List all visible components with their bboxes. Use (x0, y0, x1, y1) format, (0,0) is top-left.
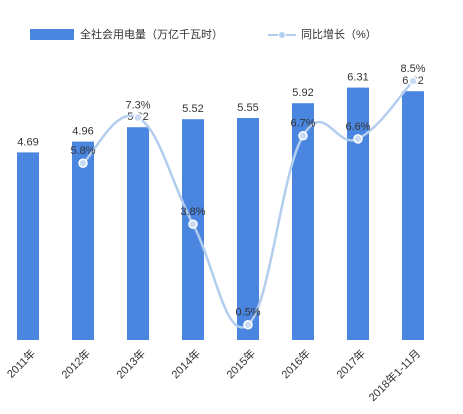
x-tick-label: 2014年 (168, 346, 203, 381)
x-tick-label: 2018年1-11月 (365, 346, 423, 404)
bar (402, 91, 424, 340)
x-tick-label: 2013年 (113, 346, 148, 381)
bar (237, 118, 259, 340)
bar-value-label: 5.92 (292, 87, 313, 99)
growth-marker (243, 320, 253, 330)
bar (292, 103, 314, 340)
growth-marker (78, 158, 88, 168)
growth-value-label: 5.8% (70, 145, 95, 157)
growth-value-label: 3.8% (180, 206, 205, 218)
bar (17, 152, 39, 340)
x-tick-label: 2011年 (4, 346, 38, 380)
growth-value-label: 8.5% (400, 63, 425, 75)
bar-value-label: 5.52 (182, 103, 203, 115)
x-tick-label: 2017年 (333, 346, 368, 381)
growth-value-label: 6.6% (345, 121, 370, 133)
growth-marker (408, 76, 418, 86)
legend-label: 同比增长（%） (301, 27, 377, 41)
legend-swatch (30, 29, 74, 40)
bar-value-label: 4.69 (17, 136, 38, 148)
bar-value-label: 6.31 (347, 72, 368, 84)
growth-value-label: 0.5% (235, 307, 260, 319)
bar (347, 87, 369, 340)
growth-marker (353, 134, 363, 144)
bar (127, 127, 149, 340)
bar-value-label: 4.96 (72, 126, 93, 138)
growth-marker (188, 219, 198, 229)
growth-value-label: 7.3% (125, 99, 150, 111)
bar-value-label: 5.55 (237, 102, 258, 114)
legend-marker (278, 31, 286, 39)
x-tick-label: 2016年 (278, 346, 313, 381)
growth-marker (133, 112, 143, 123)
growth-marker (298, 131, 308, 141)
x-tick-label: 2012年 (58, 346, 93, 381)
growth-value-label: 6.7% (290, 118, 315, 130)
legend-label: 全社会用电量（万亿千瓦时） (80, 27, 223, 41)
bar (72, 141, 94, 340)
bar (182, 119, 204, 340)
x-tick-label: 2015年 (223, 346, 258, 381)
